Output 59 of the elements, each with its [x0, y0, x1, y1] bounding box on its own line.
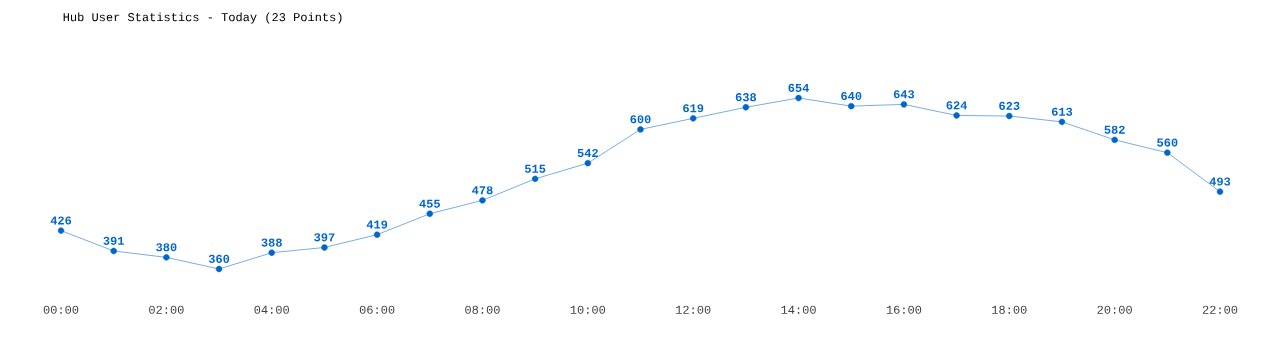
x-tick-label: 02:00: [149, 305, 184, 314]
data-label: 426: [50, 216, 72, 225]
data-label: 380: [156, 243, 177, 252]
point: [953, 112, 960, 119]
data-label: 397: [314, 233, 335, 242]
data-label: 624: [946, 101, 968, 110]
point: [1058, 118, 1066, 126]
point: [742, 104, 750, 111]
x-tick-label: 06:00: [359, 305, 395, 314]
data-label: 654: [788, 83, 809, 92]
x-tick-label: 08:00: [465, 305, 500, 314]
point: [57, 227, 65, 234]
data-label: 515: [524, 164, 546, 173]
point: [163, 254, 170, 261]
data-label: 623: [999, 101, 1020, 110]
x-tick-label: 14:00: [781, 305, 816, 314]
point: [373, 231, 381, 238]
x-tick-label: 16:00: [886, 305, 922, 314]
point: [1111, 136, 1118, 144]
point: [584, 159, 592, 167]
point: [637, 126, 644, 133]
point: [110, 247, 117, 255]
point: [1006, 112, 1013, 120]
data-label: 619: [683, 104, 704, 113]
data-label: 600: [630, 115, 651, 124]
data-label: 582: [1104, 125, 1125, 134]
data-label: 643: [893, 90, 915, 99]
point: [848, 102, 855, 110]
data-label: 640: [841, 91, 862, 101]
x-tick-label: 04:00: [254, 305, 289, 314]
point: [1216, 188, 1224, 195]
data-label: 560: [1157, 138, 1178, 147]
data-label: 455: [419, 199, 440, 208]
data-label: 419: [366, 220, 388, 229]
data-label: 478: [472, 186, 493, 195]
point: [795, 94, 802, 102]
point: [268, 249, 275, 256]
point: [426, 210, 433, 217]
x-tick-label: 22:00: [1202, 305, 1238, 314]
point: [689, 115, 697, 122]
data-label: 542: [577, 148, 598, 158]
data-label: 613: [1051, 107, 1073, 116]
data-label: 638: [735, 93, 757, 102]
point: [900, 101, 908, 108]
x-tick-label: 00:00: [43, 305, 79, 314]
chart-title: Hub User Statistics - Today (23 Points): [63, 12, 342, 24]
point: [1164, 149, 1171, 156]
point: [215, 265, 223, 273]
x-tick-label: 12:00: [676, 305, 711, 314]
x-tick-label: 20:00: [1097, 305, 1132, 314]
point: [479, 197, 486, 204]
data-label: 388: [261, 238, 282, 247]
point: [321, 244, 328, 251]
data-label: 493: [1209, 177, 1231, 186]
data-label: 391: [103, 236, 124, 245]
x-tick-label: 18:00: [992, 305, 1027, 314]
data-label: 360: [208, 254, 230, 263]
point: [531, 175, 539, 183]
x-tick-label: 10:00: [570, 305, 606, 314]
